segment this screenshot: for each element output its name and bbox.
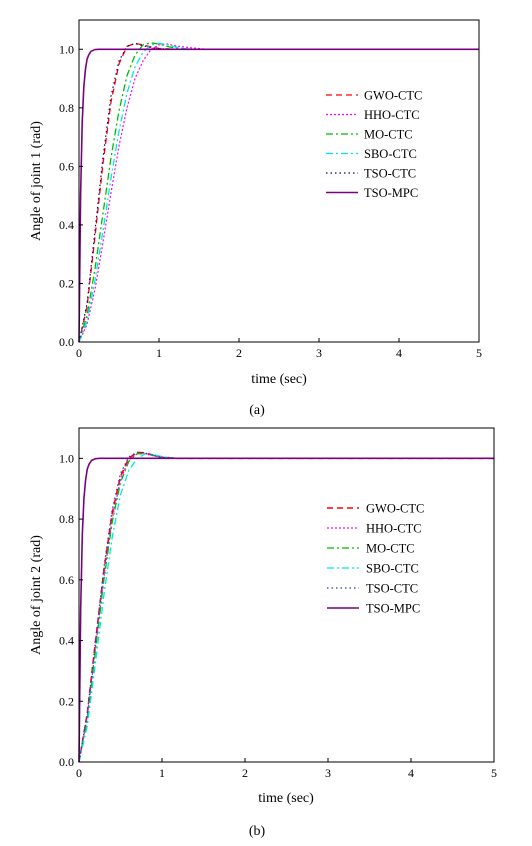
- chart-b-ytick-label: 0.0: [59, 755, 74, 769]
- chart-b-xtick-label: 2: [242, 766, 248, 780]
- chart-b-xlabel: time (sec): [258, 791, 314, 806]
- chart-a-ylabel: Angle of joint 1 (rad): [29, 121, 44, 241]
- chart-b-legend-label-sbo-ctc: SBO-CTC: [366, 562, 419, 576]
- chart-a-xtick-label: 3: [316, 346, 322, 360]
- chart-a-legend-label-tso-ctc: TSO-CTC: [364, 167, 416, 181]
- chart-a-ytick-label: 0.6: [59, 159, 74, 173]
- chart-b-xtick-label: 5: [491, 766, 497, 780]
- chart-b-ytick-label: 0.2: [59, 694, 74, 708]
- chart-b-line-tso-ctc: [78, 451, 494, 763]
- chart-b-legend-label-hho-ctc: HHO-CTC: [366, 522, 422, 536]
- chart-b-ytick-label: 0.6: [59, 573, 74, 587]
- chart-a-legend-label-tso-mpc: TSO-MPC: [364, 186, 418, 200]
- chart-b-line-tso-mpc: [78, 457, 494, 763]
- chart-a-ytick-label: 0.4: [59, 218, 74, 232]
- chart-a-legend-label-mo-ctc: MO-CTC: [364, 128, 413, 142]
- chart-a-ytick-label: 1.0: [59, 42, 74, 56]
- chart-b-xtick-label: 0: [76, 766, 82, 780]
- chart-a-ytick-label: 0.2: [59, 276, 74, 290]
- chart-b-xtick-label: 4: [408, 766, 414, 780]
- chart-b-xtick-label: 1: [159, 766, 165, 780]
- chart-b-ytick-label: 1.0: [59, 451, 74, 465]
- chart-b-legend-label-tso-ctc: TSO-CTC: [366, 582, 418, 596]
- chart-b-legend-label-gwo-ctc: GWO-CTC: [366, 502, 424, 516]
- chart-b-legend-label-mo-ctc: MO-CTC: [366, 542, 415, 556]
- chart-b-line-sbo-ctc: [78, 453, 494, 763]
- chart-a-line-sbo-ctc: [78, 42, 479, 343]
- chart-b-ylabel: Angle of joint 2 (rad): [29, 535, 44, 655]
- chart-a-xtick-label: 5: [476, 346, 482, 360]
- chart-a-legend: GWO-CTC HHO-CTC MO-CTC SBO-CTC TSO-CTC TSO-MP…: [326, 89, 422, 200]
- chart-b-ytick-label: 0.4: [59, 634, 74, 648]
- chart-a-xtick-label: 2: [236, 346, 242, 360]
- chart-a-yticks: 0.0 0.2 0.4 0.6 0.8 1.0: [59, 42, 83, 349]
- chart-b-xticks: 0 1 2 3 4 5: [76, 758, 497, 780]
- chart-a-xtick-label: 4: [396, 346, 402, 360]
- chart-b-caption: (b): [249, 824, 266, 839]
- chart-a-legend-label-sbo-ctc: SBO-CTC: [364, 147, 417, 161]
- chart-a-xtick-label: 0: [76, 346, 82, 360]
- chart-a-ytick-label: 0.0: [59, 335, 74, 349]
- chart-a-xticks: 0 1 2 3 4 5: [76, 338, 482, 360]
- chart-a-xlabel: time (sec): [251, 372, 307, 387]
- chart-a-ytick-label: 0.8: [59, 101, 74, 115]
- chart-a-frame: [78, 19, 480, 343]
- chart-a-xtick-label: 1: [156, 346, 162, 360]
- chart-b-frame: [78, 427, 495, 763]
- chart-a-series: [78, 42, 479, 343]
- chart-b-xtick-label: 3: [325, 766, 331, 780]
- chart-b-legend-label-tso-mpc: TSO-MPC: [366, 602, 420, 616]
- chart-b-ytick-label: 0.8: [59, 512, 74, 526]
- chart-a-caption: (a): [249, 403, 265, 418]
- chart-a-line-tso-mpc: [78, 48, 479, 343]
- chart-a: 0 1 2 3 4 5 0.0 0.2 0.4 0.6 0.8 1.0 GWO-CTC HHO-CTC…: [29, 19, 482, 418]
- chart-b-legend: GWO-CTC HHO-CTC MO-CTC SBO-CTC TSO-CTC TSO-MP…: [327, 502, 424, 616]
- chart-a-line-hho-ctc: [78, 43, 479, 343]
- chart-b-line-gwo-ctc: [78, 451, 494, 763]
- chart-b-line-hho-ctc: [78, 453, 494, 763]
- chart-b-series: [78, 451, 494, 763]
- chart-b: 0 1 2 3 4 5 0.0 0.2 0.4 0.6 0.8 1.0 GWO-CTC HHO-CTC…: [29, 427, 497, 839]
- chart-a-legend-label-hho-ctc: HHO-CTC: [364, 108, 420, 122]
- chart-b-line-mo-ctc: [78, 452, 494, 763]
- chart-b-yticks: 0.0 0.2 0.4 0.6 0.8 1.0: [59, 451, 83, 769]
- chart-a-legend-label-gwo-ctc: GWO-CTC: [364, 89, 422, 103]
